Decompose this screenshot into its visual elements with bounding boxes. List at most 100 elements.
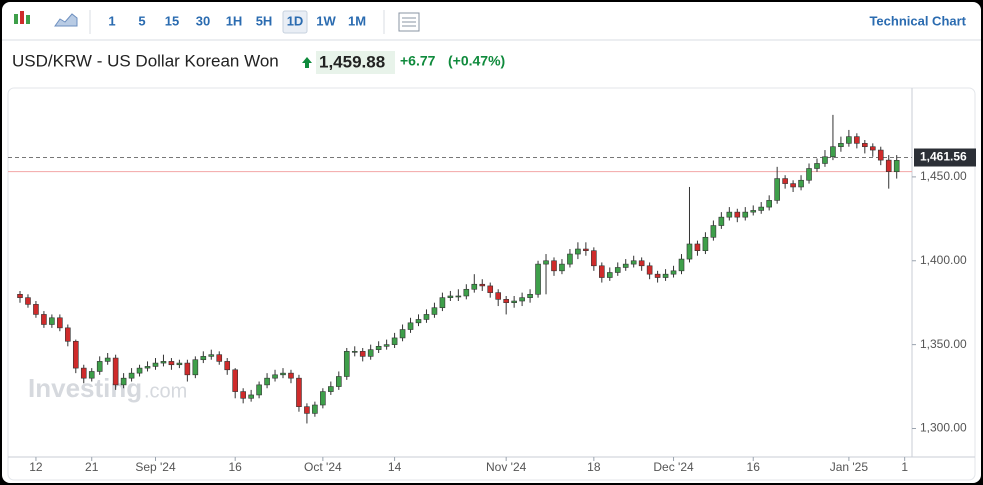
candle-body (782, 178, 788, 184)
instrument-title: USD/KRW - US Dollar Korean Won (12, 51, 279, 70)
interval-button[interactable]: 15 (165, 13, 179, 28)
candle-body (49, 317, 55, 325)
interval-button[interactable]: 30 (196, 13, 210, 28)
candle-body (551, 260, 557, 272)
x-tick-label: 1 (901, 460, 908, 474)
interval-button[interactable]: 1D (287, 13, 304, 28)
candle-body (630, 260, 637, 265)
candle-body (511, 300, 517, 303)
candle-body (391, 337, 398, 345)
candle-body (519, 297, 525, 302)
candle-body (320, 391, 326, 406)
candle-body (112, 357, 119, 386)
x-tick-label: Jan '25 (830, 460, 869, 474)
candle-body (869, 146, 876, 151)
candle-body (415, 319, 422, 324)
candle-body (423, 314, 430, 320)
candle-icon[interactable] (14, 11, 30, 24)
x-tick-label: 16 (229, 460, 243, 474)
candle-body (654, 273, 661, 278)
candle-body (543, 260, 549, 265)
candle-body (567, 253, 573, 265)
candle-body (814, 163, 820, 169)
candle-body (734, 211, 741, 218)
candle-body (256, 384, 262, 396)
x-tick-label: Dec '24 (653, 460, 694, 474)
candle-body (622, 263, 629, 268)
candle-body (232, 369, 238, 392)
y-tick-label: 1,450.00 (920, 169, 967, 183)
candle-body (57, 317, 63, 329)
candle-body (790, 183, 796, 188)
candle-body (431, 307, 438, 315)
candle-body (638, 260, 645, 267)
technical-chart-link[interactable]: Technical Chart (869, 13, 966, 28)
candle-body (662, 273, 669, 278)
candle-body (742, 211, 749, 218)
interval-button[interactable]: 5H (256, 13, 273, 28)
candle-body (192, 359, 199, 376)
candle-body (312, 404, 318, 414)
candle-body (447, 295, 454, 298)
x-tick-label: Nov '24 (486, 460, 527, 474)
interval-button[interactable]: 1H (226, 13, 243, 28)
candle-body (678, 258, 685, 272)
indicators-icon[interactable] (398, 12, 420, 32)
candle-body (575, 248, 581, 255)
y-tick-label: 1,350.00 (920, 337, 967, 351)
candle-body (439, 297, 446, 309)
candle-body (65, 327, 71, 342)
candle-body (25, 297, 31, 305)
candle-body (168, 361, 175, 366)
candle-body (774, 178, 780, 201)
candle-body (33, 304, 39, 315)
candle-body (240, 391, 246, 399)
interval-button[interactable]: 5 (138, 13, 145, 28)
candle-body (144, 366, 151, 369)
candle-body (264, 377, 270, 386)
candle-body (41, 314, 47, 325)
candle-body (383, 344, 390, 347)
candle-body (375, 345, 382, 350)
candle-body (328, 386, 334, 392)
candle-body (830, 146, 836, 158)
candle-body (176, 362, 183, 366)
candle-body (479, 283, 486, 287)
candle-body (710, 225, 717, 238)
candle-body (527, 294, 533, 298)
area-icon[interactable] (54, 13, 78, 27)
candle-body (846, 136, 852, 144)
candle-body (248, 394, 254, 399)
candle-body (702, 236, 709, 251)
candle-body (455, 295, 462, 298)
candle-body (72, 340, 79, 369)
candle-body (591, 250, 597, 267)
interval-button[interactable]: 1W (316, 13, 336, 28)
price-change-pct: (+0.47%) (448, 53, 505, 69)
candle-body (686, 243, 693, 260)
candle-body (750, 210, 757, 213)
candle-body (758, 206, 765, 211)
candle-body (854, 136, 860, 144)
interval-button[interactable]: 1M (348, 13, 366, 28)
candle-body (17, 294, 23, 298)
last-price-tag-bg (914, 148, 976, 167)
interval-button[interactable]: 1 (108, 13, 115, 28)
candle-body (606, 272, 613, 278)
x-tick-label: Oct '24 (304, 460, 342, 474)
candle-body (128, 372, 135, 379)
candle-body (96, 361, 103, 372)
last-price-tag: 1,461.56 (920, 150, 967, 164)
up-arrow (302, 57, 312, 68)
candle-body (104, 357, 111, 362)
candle-body (718, 216, 725, 226)
candle-body (407, 322, 414, 330)
candle-body (335, 376, 342, 387)
candle-body (893, 160, 900, 172)
candle-body (296, 377, 302, 407)
candle-body (272, 374, 278, 379)
watermark-suffix: .com (144, 380, 187, 402)
candle-body (152, 362, 159, 367)
candle-body (495, 292, 502, 300)
